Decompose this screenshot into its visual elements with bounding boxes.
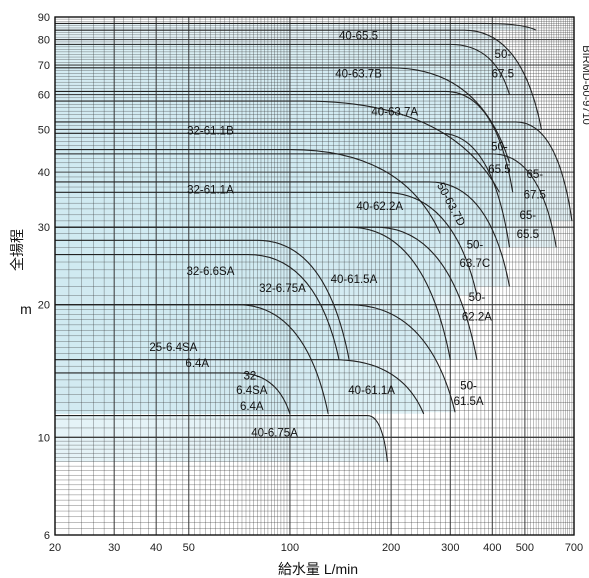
region-fill-20	[55, 415, 388, 462]
region-outline-9	[55, 181, 511, 287]
region-label-19: 50-	[469, 292, 486, 304]
region-outline-14	[55, 239, 350, 360]
region-label-5: 32-61.1B	[187, 125, 234, 137]
region-label-23: 32-	[243, 370, 260, 382]
region-label-24: 6.4SA	[236, 385, 268, 397]
y-tick-label-8: 80	[38, 35, 50, 47]
region-label-21: 25-6.4SA	[149, 342, 197, 354]
region-label-20: 62.2A	[462, 312, 492, 324]
y-tick-label-0: 6	[44, 530, 50, 542]
region-label-15: 63.7C	[460, 258, 491, 270]
y-axis-title: 全揚程	[9, 229, 25, 271]
region-outline-12	[55, 226, 478, 360]
y-axis-unit: m	[20, 301, 32, 317]
region-label-16: 32-6.6SA	[186, 266, 234, 278]
region-outline-19	[55, 372, 291, 415]
x-tick-label-0: 20	[49, 542, 61, 554]
region-label-14: 50-	[467, 239, 484, 251]
region-outline-2	[55, 43, 511, 95]
x-axis-title: 給水量 L/min	[278, 561, 358, 577]
x-tick-label-3: 50	[183, 542, 195, 554]
region-outline-10	[55, 149, 441, 234]
region-label-7: 65.5	[488, 164, 510, 176]
region-label-17: 40-61.5A	[331, 274, 378, 286]
region-outline-7	[55, 100, 500, 193]
region-fill-0	[55, 23, 537, 31]
x-tick-label-2: 40	[150, 542, 162, 554]
region-outline-15	[55, 253, 340, 360]
x-tick-label-5: 200	[382, 542, 400, 554]
y-tick-label-1: 10	[38, 432, 50, 444]
x-tick-label-4: 100	[281, 542, 299, 554]
y-tick-label-2: 20	[38, 300, 50, 312]
y-tick-label-4: 40	[38, 167, 50, 179]
region-label-0: 40-65.5	[339, 30, 378, 42]
region-label-1: 50-	[495, 49, 512, 61]
region-label-9: 67.5	[524, 190, 546, 202]
region-outline-3	[55, 67, 511, 163]
region-label-18: 32-6.75A	[259, 283, 306, 295]
region-label-10: 32-61.1A	[187, 184, 234, 196]
region-outline-17	[55, 304, 329, 415]
region-label-29: 40-6.75A	[251, 427, 298, 439]
x-tick-label-8: 500	[516, 542, 534, 554]
region-outline-4	[55, 121, 573, 221]
x-tick-label-9: 700	[565, 542, 583, 554]
x-tick-label-7: 400	[483, 542, 501, 554]
figure-code: BIRMD-60-9710	[580, 45, 589, 124]
x-tick-label-6: 300	[441, 542, 459, 554]
y-tick-label-3: 30	[38, 222, 50, 234]
region-outline-20	[55, 415, 388, 462]
region-outline-8	[55, 132, 511, 248]
pump-region-outlines	[54, 16, 575, 536]
region-outline-6	[55, 153, 557, 248]
x-tick-label-1: 30	[108, 542, 120, 554]
region-label-27: 50-	[460, 381, 477, 393]
y-tick-label-9: 90	[38, 12, 50, 24]
region-label-2: 67.5	[492, 68, 514, 80]
region-outline-1	[55, 29, 542, 130]
region-label-3: 40-63.7B	[335, 68, 382, 80]
region-label-25: 6.4A	[240, 401, 264, 413]
region-label-26: 40-61.1A	[348, 385, 395, 397]
axes: 20 30 40 50 100 200 300 400 500 700 6 10 20 30 40 50 60 7…	[38, 12, 583, 554]
region-outline-0	[55, 22, 537, 31]
region-outline-18	[55, 359, 425, 415]
region-outline-13	[55, 226, 451, 360]
region-outline-5	[55, 90, 514, 193]
region-outline-11	[55, 191, 478, 296]
region-label-28: 61.5A	[454, 396, 484, 408]
region-outline-16	[55, 304, 456, 413]
region-label-4: 40-63.7A	[371, 107, 418, 119]
region-label-22: 6.4A	[185, 358, 209, 370]
region-label-11: 40-62.2A	[356, 201, 403, 213]
region-label-12: 65-	[519, 210, 536, 222]
region-label-6: 50-	[491, 142, 508, 154]
y-tick-label-7: 70	[38, 60, 50, 72]
region-label-13: 65.5	[517, 229, 539, 241]
plot-frame	[54, 16, 575, 536]
region-label-8: 65-	[526, 169, 543, 181]
y-tick-label-5: 50	[38, 124, 50, 136]
y-tick-label-6: 60	[38, 90, 50, 102]
